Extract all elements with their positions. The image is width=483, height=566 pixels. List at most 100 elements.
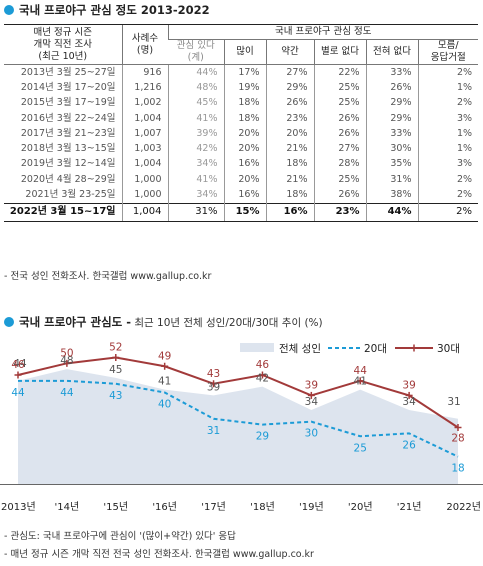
table-cell: 35% — [365, 156, 418, 173]
table-row: 2019년 3월 12~14일 1,004 34% 16% 18% 28% 35% 3% — [4, 156, 479, 173]
data-label-30s: 52 — [109, 342, 122, 354]
table-cell: 2013년 3월 25~27일 — [20, 66, 116, 78]
data-label-total: 48 — [60, 355, 73, 367]
x-tick-label: '14년 — [55, 501, 80, 513]
data-label-total: 45 — [109, 364, 122, 376]
bullet-icon — [4, 5, 14, 15]
table-cell: 26% — [365, 80, 418, 96]
table-cell: 1% — [417, 80, 479, 96]
header-dk: 모름/ 응답거절 — [417, 39, 479, 65]
chart-note-2: - 매년 정규 시즌 개막 직전 전국 성인 전화조사. 한국갤럽 www.ga… — [4, 549, 314, 560]
table-cell: 39% — [167, 126, 224, 142]
table-cell: 1,004 — [121, 156, 168, 173]
table-cell: 27% — [265, 64, 314, 81]
table-cell: 2017년 3월 21~23일 — [20, 127, 116, 139]
table-cell: 33% — [365, 64, 418, 81]
table-cell: 1,002 — [121, 95, 168, 111]
x-tick-label: '15년 — [103, 501, 128, 513]
data-label-20s: 26 — [402, 439, 416, 451]
header-group: 국내 프로야구 관심 정도 — [167, 24, 479, 40]
legend-swatch-total — [240, 343, 274, 352]
table-cell: 1,007 — [121, 126, 168, 142]
x-tick-label: '16년 — [152, 501, 177, 513]
data-label-20s: 43 — [109, 390, 122, 402]
data-label-30s: 39 — [402, 379, 415, 391]
legend-label-total: 전체 성인 — [279, 343, 321, 355]
table-cell: 18% — [223, 95, 266, 111]
table-cell: 2% — [417, 64, 479, 81]
table-cell: 2% — [417, 95, 479, 111]
header-period: 매년 정규 시즌 개막 직전 조사 (최근 10년) — [4, 24, 122, 65]
bullet-icon — [4, 317, 14, 327]
x-tick-label: '18년 — [250, 501, 275, 513]
table-cell: 20% — [223, 141, 266, 157]
table-cell: 27% — [313, 141, 366, 157]
table-cell: 34% — [167, 187, 224, 204]
chart-note-1: - 관심도: 국내 프로야구에 관심이 '(많이+약간) 있다' 응답 — [4, 531, 236, 542]
data-label-20s: 30 — [305, 428, 318, 440]
x-tick-label: '19년 — [299, 501, 324, 513]
data-label-20s: 25 — [354, 442, 367, 454]
table-cell: 34% — [167, 156, 224, 173]
table-cell: 1,004 — [121, 110, 168, 127]
table-cell: 18% — [265, 156, 314, 173]
data-label-20s: 31 — [207, 425, 220, 437]
data-label-30s: 49 — [158, 350, 171, 362]
chart-subtitle: 최근 10년 전체 성인/20대/30대 추이 (%) — [131, 317, 323, 329]
table-cell: 29% — [365, 95, 418, 111]
table-cell: 20% — [223, 172, 266, 188]
data-label-30s: 50 — [60, 347, 73, 359]
table-cell: 22% — [313, 64, 366, 81]
table-cell: 41% — [167, 172, 224, 188]
table-cell: 15% — [223, 202, 266, 222]
data-label-30s: 46 — [256, 359, 270, 371]
table-row: 2013년 3월 25~27일 916 44% 17% 27% 22% 33% 2% — [4, 64, 479, 81]
chart-title: 국내 프로야구 관심도 - 최근 10년 전체 성인/20대/30대 추이 (%… — [4, 314, 323, 330]
table-cell: 21% — [265, 141, 314, 157]
table-cell: 28% — [313, 156, 366, 173]
table-cell: 2018년 3월 13~15일 — [20, 143, 116, 155]
table-row: 2020년 4월 28~29일 1,000 41% 20% 21% 25% 31% 2% — [4, 172, 479, 188]
table-cell: 20% — [223, 126, 266, 142]
table-note: - 전국 성인 전화조사. 한국갤럽 www.gallup.co.kr — [4, 271, 212, 282]
table-row: 2021년 3월 23-25일 1,000 34% 16% 18% 26% 38% 2% — [4, 187, 479, 204]
data-label-20s: 29 — [256, 431, 269, 443]
table-cell: 16% — [223, 156, 266, 173]
table-row-latest: 2022년 3월 15~17일 1,004 31% 15% 16% 23% 44% 2% — [4, 202, 479, 222]
data-label-20s: 18 — [451, 463, 464, 475]
table-cell: 2022년 3월 15~17일 — [4, 202, 122, 222]
table-cell: 1,003 — [121, 141, 168, 157]
table-cell: 2015년 3월 17~19일 — [20, 97, 116, 109]
table-cell: 44% — [365, 202, 418, 222]
header-n: 사례수 (명) — [121, 24, 168, 65]
table-cell: 2019년 3월 12~14일 — [20, 158, 116, 170]
table-cell: 17% — [223, 64, 266, 81]
table-cell: 2014년 3월 17~20일 — [20, 81, 116, 93]
legend-label-20s: 20대 — [364, 343, 387, 355]
table-cell: 26% — [313, 187, 366, 204]
table-title-text: 국내 프로야구 관심 정도 2013-2022 — [19, 3, 210, 17]
header-some: 약간 — [265, 39, 314, 65]
table-cell: 2% — [417, 172, 479, 188]
survey-table: 매년 정규 시즌 개막 직전 조사 (최근 10년) 사례수 (명) 국내 프로… — [4, 24, 479, 222]
table-cell: 41% — [167, 110, 224, 127]
table-cell: 23% — [265, 110, 314, 127]
series-area-total — [18, 369, 458, 484]
line-chart: 44 48 45 41 39 42 34 41 34 31 44 44 43 40 31 29 30 25 26 18… — [0, 342, 483, 513]
table-cell: 29% — [265, 80, 314, 96]
table-cell: 25% — [313, 172, 366, 188]
x-tick-label: '17년 — [201, 501, 226, 513]
data-label-total: 41 — [354, 376, 367, 388]
table-cell: 38% — [365, 187, 418, 204]
table-cell: 31% — [365, 172, 418, 188]
header-much: 많이 — [223, 39, 266, 65]
table-cell: 1,000 — [121, 187, 168, 204]
table-cell: 21% — [265, 172, 314, 188]
data-label-total: 34 — [402, 396, 416, 408]
data-label-30s: 43 — [207, 368, 220, 380]
table-cell: 23% — [313, 202, 366, 222]
table-cell: 2% — [417, 187, 479, 204]
table-cell: 2021년 3월 23-25일 — [25, 189, 116, 201]
x-tick-label: 2013년 — [1, 501, 36, 513]
table-cell: 1% — [417, 141, 479, 157]
